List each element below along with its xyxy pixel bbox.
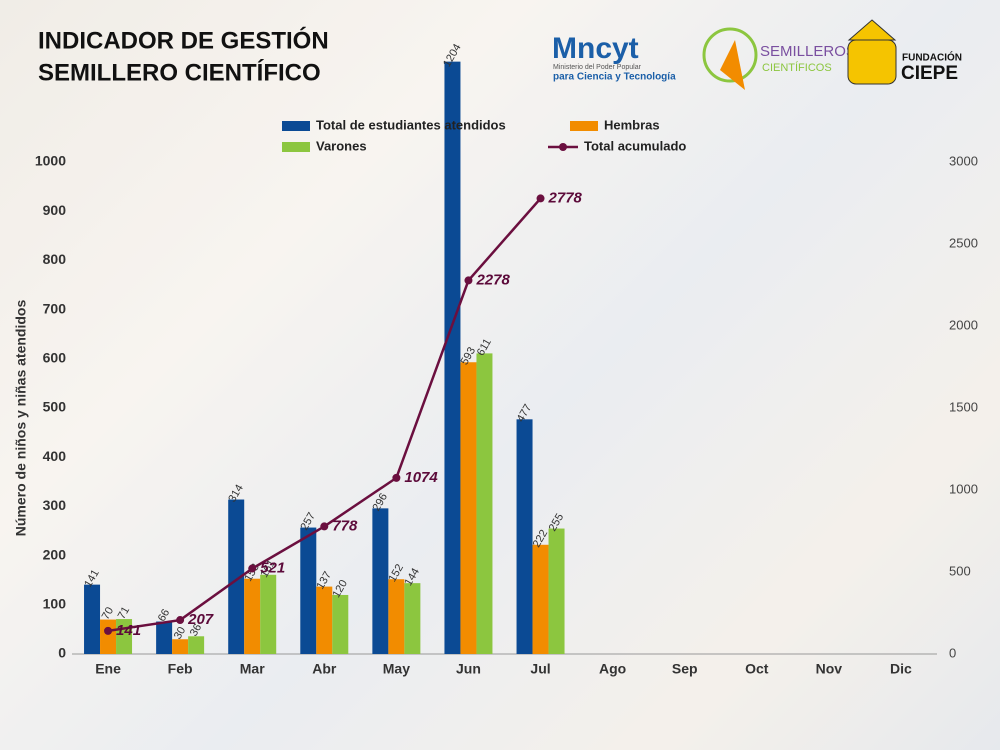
y2-tick-label: 1500	[949, 399, 978, 414]
y2-tick-label: 2000	[949, 317, 978, 332]
line-marker	[176, 616, 185, 625]
title-line: SEMILLERO CIENTÍFICO	[38, 58, 321, 86]
value-label: 2278	[475, 271, 510, 288]
bar	[100, 619, 117, 654]
logo-mncyt: Mncyt Ministerio del Poder Popular para …	[552, 32, 676, 83]
x-tick-label: Jun	[456, 661, 481, 677]
bar	[332, 594, 349, 654]
y-tick-label: 100	[43, 596, 67, 612]
legend-label: Varones	[316, 138, 367, 153]
value-label: 36	[188, 622, 205, 639]
x-tick-label: Ene	[95, 661, 121, 677]
x-tick-label: Nov	[816, 661, 843, 677]
bar	[476, 353, 493, 654]
x-tick-label: Oct	[745, 661, 769, 677]
line-marker	[392, 473, 401, 482]
logo-tagline: CIENTÍFICOS	[762, 61, 832, 74]
y2-tick-label: 3000	[949, 153, 978, 168]
bar	[172, 639, 189, 654]
bar	[316, 586, 333, 654]
bar	[404, 583, 421, 654]
y2-tick-label: 1000	[949, 481, 978, 496]
value-label: 70	[100, 605, 117, 622]
y2-tick-label: 500	[949, 563, 971, 578]
y-tick-label: 300	[43, 497, 67, 513]
value-label: 207	[187, 611, 214, 628]
line-marker	[320, 522, 329, 531]
logo-text: Mncyt	[552, 32, 639, 65]
line-marker	[536, 194, 545, 203]
value-label: 521	[260, 560, 285, 577]
logo-icon	[847, 19, 897, 41]
x-tick-label: Feb	[168, 661, 193, 677]
logo-ciepe: FUNDACIÓN CIEPE	[847, 19, 962, 85]
y-tick-label: 700	[43, 300, 67, 316]
bar	[228, 499, 245, 654]
bar	[84, 584, 101, 654]
bar	[156, 621, 173, 654]
legend-label: Total de estudiantes atendidos	[316, 117, 506, 132]
line-marker	[104, 626, 113, 635]
x-tick-label: Sep	[672, 661, 698, 677]
value-label: 30	[172, 625, 189, 642]
legend-swatch	[282, 142, 310, 152]
y-tick-label: 500	[43, 399, 67, 415]
line-marker	[464, 276, 473, 285]
legend-label: Total acumulado	[584, 138, 686, 153]
bar	[444, 61, 461, 654]
logo-icon	[702, 27, 758, 83]
y-axis-label: Número de niños y niñas atendidos	[13, 300, 29, 537]
bar	[372, 508, 389, 654]
logo-semilleros: SEMILLEROS CIENTÍFICOS	[702, 27, 856, 90]
value-label: 66	[156, 607, 173, 624]
logo-tagline: CIEPE	[901, 63, 958, 84]
logo-icon	[720, 40, 745, 90]
value-label: 71	[116, 605, 133, 622]
logo-tagline: para Ciencia y Tecnología	[553, 72, 676, 83]
y-tick-label: 900	[43, 202, 67, 218]
logo-icon	[847, 39, 897, 85]
bar	[260, 574, 277, 654]
y-tick-label: 800	[43, 251, 67, 267]
bar	[388, 579, 405, 654]
y-tick-label: 0	[58, 645, 66, 661]
y-tick-label: 600	[43, 350, 67, 366]
bar	[516, 419, 533, 654]
y2-tick-label: 0	[949, 645, 956, 660]
x-tick-label: May	[383, 661, 410, 677]
bar	[548, 528, 565, 654]
legend-swatch	[570, 121, 598, 131]
value-label: 778	[332, 517, 358, 534]
bar	[460, 362, 477, 654]
x-tick-label: Abr	[312, 661, 337, 677]
x-tick-label: Dic	[890, 661, 912, 677]
line-marker	[248, 564, 257, 573]
logo-caption: Ministerio del Poder Popular	[553, 64, 642, 71]
title-line: INDICADOR DE GESTIÓN	[38, 26, 329, 54]
value-label: 2778	[548, 189, 583, 206]
bar	[188, 636, 205, 654]
bar	[244, 578, 261, 654]
y-tick-label: 200	[43, 546, 67, 562]
x-tick-label: Ago	[599, 661, 626, 677]
y-tick-label: 1000	[35, 153, 66, 169]
legend-label: Hembras	[604, 117, 660, 132]
y2-tick-label: 2500	[949, 235, 978, 250]
value-label: 1074	[404, 469, 438, 486]
bar	[300, 527, 317, 654]
legend-swatch	[559, 143, 567, 151]
x-tick-label: Jul	[530, 661, 550, 677]
logo-text: SEMILLEROS	[760, 43, 856, 60]
y-tick-label: 400	[43, 448, 67, 464]
legend-swatch	[282, 121, 310, 131]
bar	[532, 544, 549, 654]
x-tick-label: Mar	[240, 661, 265, 677]
value-label: 141	[116, 622, 141, 639]
logo-text: FUNDACIÓN	[902, 51, 962, 64]
